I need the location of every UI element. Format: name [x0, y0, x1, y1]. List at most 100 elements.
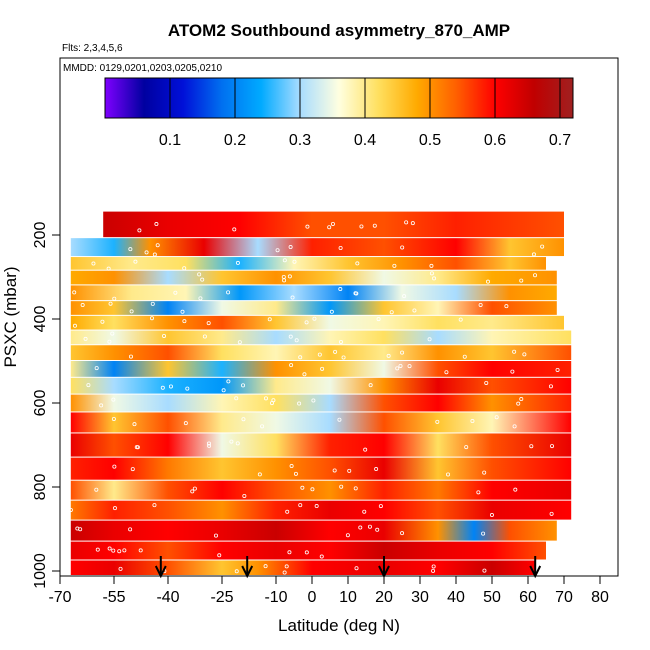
observation-marker: [152, 503, 157, 508]
colorbar-tick-label: 0.5: [419, 132, 441, 149]
observation-marker: [154, 222, 159, 227]
heatmap-band: [70, 238, 565, 257]
observation-marker: [288, 245, 293, 250]
observation-marker: [314, 504, 319, 509]
observation-marker: [550, 444, 555, 449]
observation-marker: [395, 366, 400, 371]
observation-marker: [329, 309, 334, 314]
observation-marker: [374, 467, 379, 472]
heatmap-band: [70, 315, 565, 330]
observation-marker: [484, 380, 489, 385]
observation-marker: [311, 398, 316, 403]
observation-marker: [482, 470, 487, 475]
heatmap-band: [70, 361, 572, 377]
observation-marker: [149, 316, 154, 321]
x-tick-label: 60: [519, 589, 537, 606]
observation-marker: [206, 441, 211, 446]
observation-marker: [287, 274, 292, 279]
observation-marker: [292, 259, 297, 264]
observation-marker: [72, 323, 77, 328]
observation-marker: [108, 301, 113, 306]
observation-marker: [431, 568, 436, 573]
observation-marker: [207, 443, 212, 448]
heatmap-band: [70, 394, 572, 412]
y-tick-label: 400: [32, 306, 49, 333]
observation-marker: [133, 259, 138, 264]
observation-marker: [100, 319, 105, 324]
observation-marker: [481, 531, 486, 536]
heatmap-band: [70, 330, 572, 345]
observation-marker: [375, 527, 380, 532]
observation-marker: [260, 424, 265, 429]
x-tick-label: 80: [591, 589, 609, 606]
observation-marker: [516, 401, 521, 406]
heatmap-band: [70, 560, 536, 575]
observation-marker: [290, 295, 295, 300]
observation-marker: [389, 310, 394, 315]
observation-marker: [86, 383, 91, 388]
observation-marker: [485, 279, 490, 284]
observation-marker: [282, 278, 287, 283]
x-tick-label: -55: [102, 589, 125, 606]
observation-marker: [432, 276, 437, 281]
observation-marker: [431, 564, 436, 569]
observation-marker: [271, 398, 276, 403]
observation-marker: [150, 301, 155, 306]
observation-marker: [470, 419, 475, 424]
observation-marker: [404, 220, 409, 225]
latitude-arrows: [154, 556, 542, 579]
observation-marker: [347, 468, 352, 473]
observation-marker: [494, 415, 499, 420]
observation-marker: [512, 424, 517, 429]
observation-marker: [338, 246, 343, 251]
observation-marker: [226, 379, 231, 384]
observation-marker: [155, 243, 160, 248]
observation-marker: [118, 566, 123, 571]
observation-marker: [402, 294, 407, 299]
observation-marker: [304, 320, 309, 325]
observation-marker: [435, 419, 440, 424]
colorbar-tick-label: 0.1: [159, 132, 181, 149]
observation-marker: [112, 506, 117, 511]
x-tick-label: -70: [48, 589, 71, 606]
observation-marker: [339, 484, 344, 489]
observation-marker: [288, 334, 293, 339]
observation-marker: [234, 569, 239, 574]
x-tick-label: 10: [339, 589, 357, 606]
x-tick-label: 50: [483, 589, 501, 606]
observation-marker: [182, 266, 187, 271]
observation-marker: [304, 550, 309, 555]
observation-marker: [392, 263, 397, 268]
observation-marker: [160, 385, 165, 390]
y-axis-label: PSXC (mbar): [1, 266, 20, 367]
observation-marker: [132, 422, 137, 427]
observation-marker: [476, 490, 481, 495]
observation-marker: [173, 290, 178, 295]
dates-label: MMDD: 0129,0201,0203,0205,0210: [63, 63, 222, 74]
observation-marker: [190, 489, 195, 494]
heatmap-band: [70, 285, 557, 301]
observation-marker: [317, 352, 322, 357]
observation-marker: [289, 363, 294, 368]
observation-marker: [168, 384, 173, 389]
observation-marker: [367, 524, 372, 529]
observation-marker: [400, 245, 405, 250]
observation-marker: [107, 339, 112, 344]
observation-marker: [95, 547, 100, 552]
observation-marker: [320, 366, 325, 371]
x-axis: -70 -55 -40 -25 -10 0 10 20 30 40 50 60 70 80: [48, 576, 609, 606]
x-tick-label: -40: [156, 589, 179, 606]
observation-marker: [289, 464, 294, 469]
observation-marker: [446, 472, 451, 477]
observation-marker: [462, 354, 467, 359]
observation-marker: [302, 372, 307, 377]
observation-marker: [206, 321, 211, 326]
observation-marker: [80, 303, 85, 308]
observation-marker: [242, 493, 247, 498]
observation-marker: [555, 367, 560, 372]
observation-marker: [229, 439, 234, 444]
observation-marker: [368, 383, 373, 388]
observation-marker: [94, 487, 99, 492]
observation-marker: [183, 421, 188, 426]
